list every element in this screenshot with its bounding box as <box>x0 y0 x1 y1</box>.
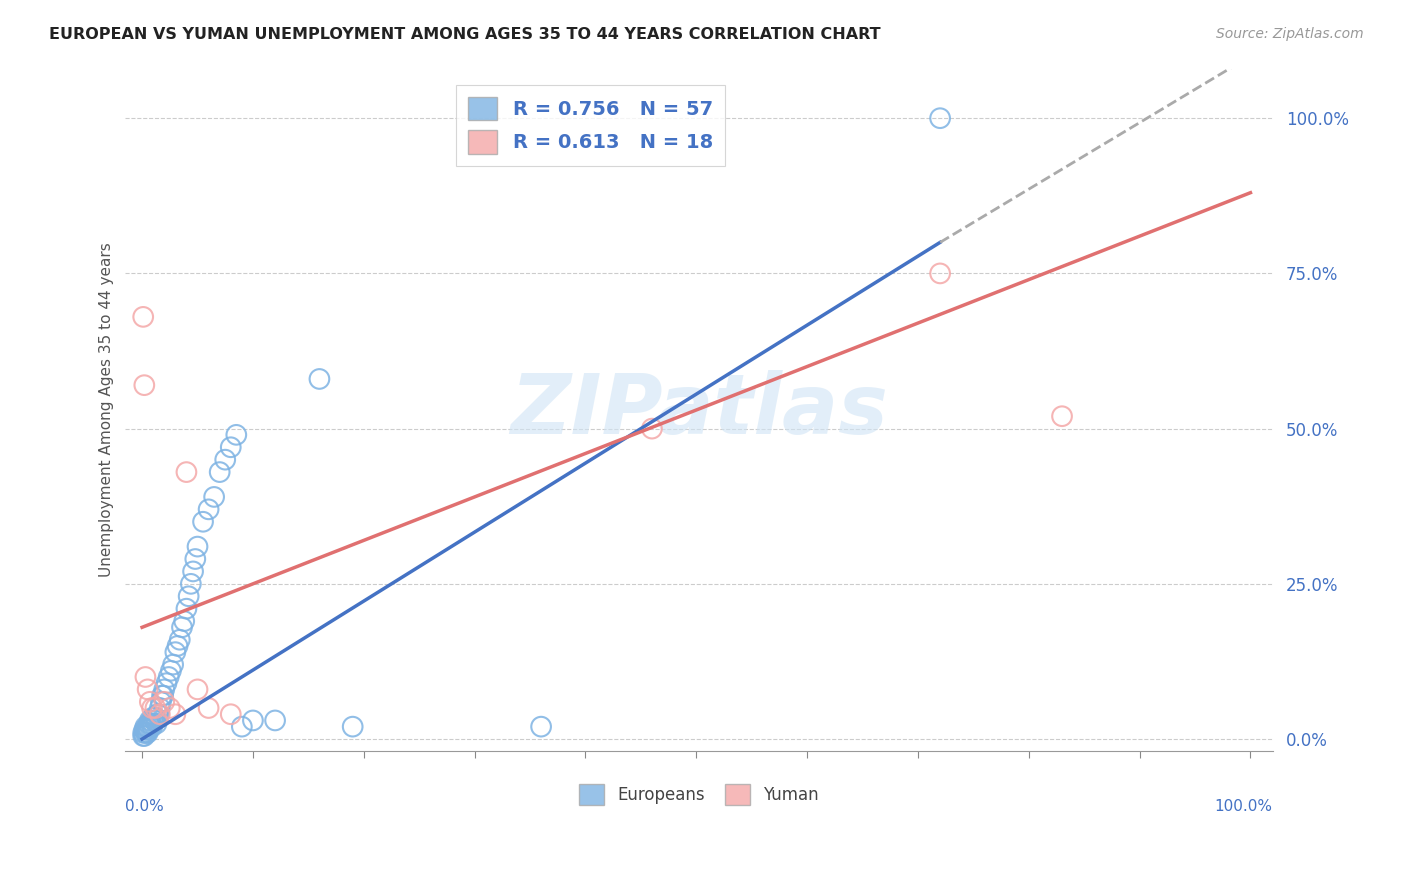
Point <box>177 589 200 603</box>
Point <box>139 695 162 709</box>
Point <box>165 707 187 722</box>
Point <box>184 552 207 566</box>
Point <box>142 710 165 724</box>
Point <box>176 465 198 479</box>
Text: ZIPatlas: ZIPatlas <box>510 369 889 450</box>
Point <box>136 726 159 740</box>
Point <box>136 682 159 697</box>
Point <box>135 723 157 737</box>
Point <box>157 670 180 684</box>
Point <box>134 726 156 740</box>
Point <box>149 707 172 722</box>
Point <box>308 372 330 386</box>
Point <box>153 682 176 697</box>
Point <box>150 689 173 703</box>
Point <box>170 620 193 634</box>
Point <box>138 716 160 731</box>
Legend: Europeans, Yuman: Europeans, Yuman <box>572 778 825 812</box>
Point <box>186 540 208 554</box>
Point <box>134 670 156 684</box>
Point <box>132 729 155 743</box>
Point <box>530 720 553 734</box>
Y-axis label: Unemployment Among Ages 35 to 44 years: Unemployment Among Ages 35 to 44 years <box>100 243 114 577</box>
Point <box>219 707 242 722</box>
Point <box>135 726 157 740</box>
Point <box>231 720 253 734</box>
Point <box>155 676 177 690</box>
Point <box>214 452 236 467</box>
Point <box>180 577 202 591</box>
Text: 100.0%: 100.0% <box>1215 799 1272 814</box>
Point <box>159 701 181 715</box>
Point <box>134 723 156 737</box>
Point <box>132 310 155 324</box>
Text: Source: ZipAtlas.com: Source: ZipAtlas.com <box>1216 27 1364 41</box>
Point <box>139 714 162 728</box>
Point <box>342 720 364 734</box>
Point <box>191 515 214 529</box>
Point <box>181 565 204 579</box>
Point <box>165 645 187 659</box>
Point <box>141 720 163 734</box>
Point <box>134 720 156 734</box>
Point <box>136 720 159 734</box>
Point <box>134 729 156 743</box>
Point <box>208 465 231 479</box>
Point <box>160 664 183 678</box>
Point <box>173 614 195 628</box>
Point <box>186 682 208 697</box>
Point <box>1050 409 1073 424</box>
Point <box>138 723 160 737</box>
Point <box>169 632 191 647</box>
Point <box>146 707 169 722</box>
Point <box>145 701 167 715</box>
Point <box>202 490 225 504</box>
Point <box>929 111 952 125</box>
Point <box>153 695 176 709</box>
Point <box>197 502 219 516</box>
Point <box>134 378 156 392</box>
Text: EUROPEAN VS YUMAN UNEMPLOYMENT AMONG AGES 35 TO 44 YEARS CORRELATION CHART: EUROPEAN VS YUMAN UNEMPLOYMENT AMONG AGE… <box>49 27 880 42</box>
Text: 0.0%: 0.0% <box>125 799 165 814</box>
Point <box>264 714 287 728</box>
Point <box>145 716 167 731</box>
Point <box>139 720 162 734</box>
Point <box>929 267 952 281</box>
Point <box>149 695 172 709</box>
Point <box>242 714 264 728</box>
Point <box>145 710 167 724</box>
Point <box>166 639 188 653</box>
Point <box>219 440 242 454</box>
Point <box>142 716 165 731</box>
Point <box>641 422 664 436</box>
Point <box>197 701 219 715</box>
Point <box>139 716 162 731</box>
Point <box>225 427 247 442</box>
Point <box>162 657 184 672</box>
Point <box>148 707 170 722</box>
Point <box>141 701 163 715</box>
Point <box>152 689 174 703</box>
Point <box>176 601 198 615</box>
Point <box>149 701 172 715</box>
Point <box>132 726 155 740</box>
Point <box>143 714 166 728</box>
